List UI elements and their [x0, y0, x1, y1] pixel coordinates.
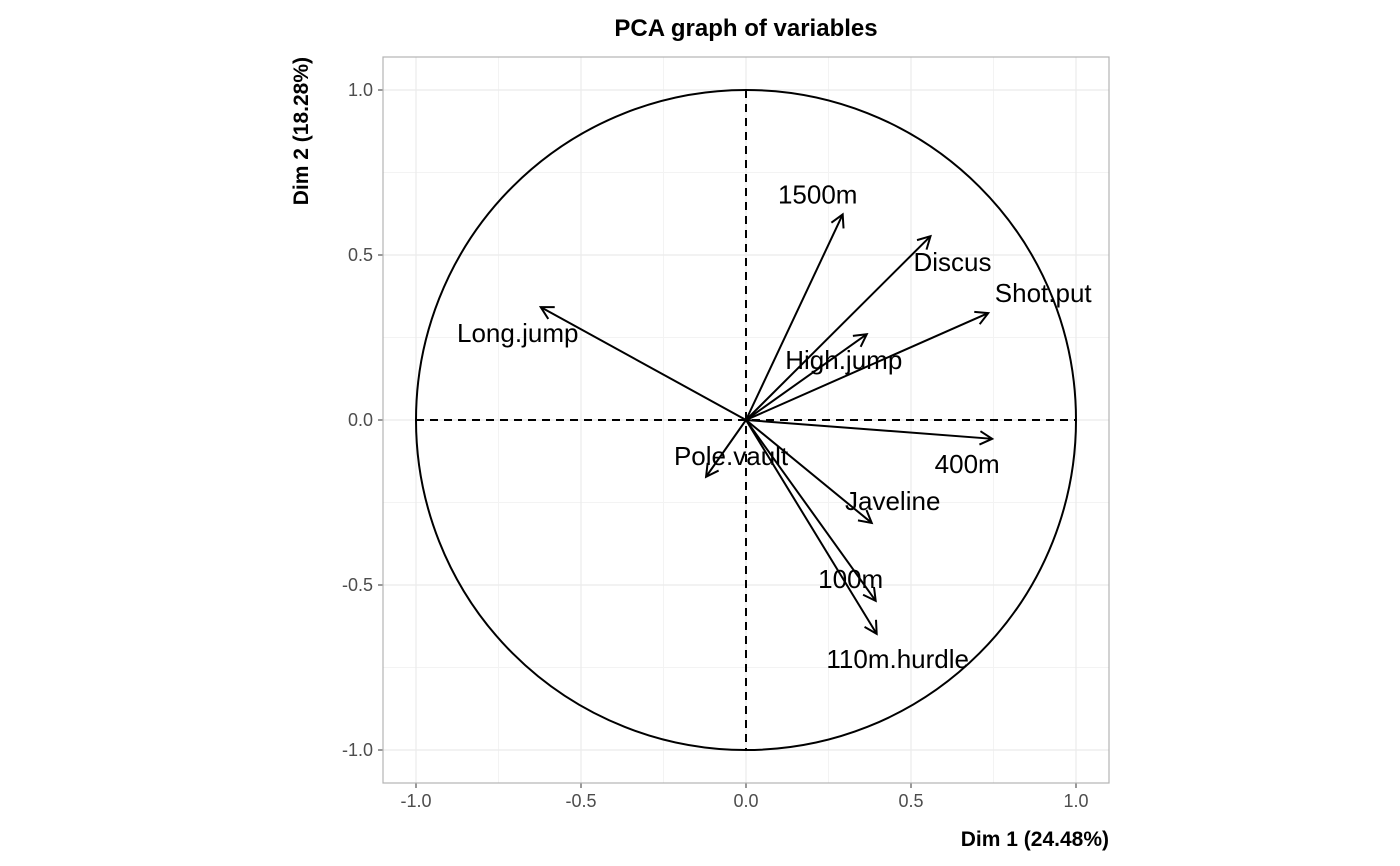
variable-arrow [745, 213, 844, 421]
arrow-head [538, 306, 555, 320]
variable-arrow [745, 419, 877, 602]
x-tick-label: 1.0 [1063, 791, 1088, 811]
x-tick-label: 0.5 [898, 791, 923, 811]
variable-arrow [745, 419, 878, 635]
y-tick-label: 1.0 [348, 80, 373, 100]
y-tick-label: -0.5 [342, 575, 373, 595]
variable-arrow [745, 312, 989, 421]
variable-arrow [705, 419, 747, 478]
x-axis-title: Dim 1 (24.48%) [961, 828, 1109, 851]
arrow-head [862, 586, 877, 603]
variable-label: Javeline [845, 486, 940, 516]
variable-label: Long.jump [457, 318, 578, 348]
variable-arrow [745, 419, 993, 440]
variable-label: Discus [913, 247, 991, 277]
axes: -1.0 -0.5 0.0 0.5 1.0 -1.0 -0.5 0.0 0.5 1.0 [342, 56, 1110, 811]
y-tick-label: 0.5 [348, 245, 373, 265]
arrow-head [852, 332, 869, 348]
variable-label: 1500m [778, 179, 858, 209]
arrow-head [704, 462, 720, 479]
chart-title: PCA graph of variables [614, 15, 877, 42]
variable-label: Pole.vault [674, 441, 789, 471]
variable-label: Shot.put [995, 278, 1093, 308]
variable-arrow [745, 419, 873, 524]
arrow-head [974, 310, 991, 325]
arrow-head [864, 619, 878, 636]
x-tick-label: -1.0 [400, 791, 431, 811]
x-tick-label: 0.0 [733, 791, 758, 811]
variable-label: 100m [818, 564, 883, 594]
arrow-head [979, 430, 995, 446]
x-tick-label: -0.5 [565, 791, 596, 811]
panel-border [382, 56, 1110, 784]
variable-arrow [540, 306, 747, 421]
y-tick-label: -1.0 [342, 740, 373, 760]
arrow-head [916, 234, 932, 250]
arrow-head [830, 212, 845, 229]
variable-label: High.jump [785, 345, 902, 375]
arrow-head [857, 509, 874, 525]
variable-arrow [745, 333, 868, 421]
variable-arrow [745, 235, 932, 421]
y-axis-title: Dim 2 (18.28%) [290, 57, 313, 205]
variable-label: 110m.hurdle [826, 644, 969, 674]
variable-label: 400m [935, 449, 1000, 479]
y-tick-label: 0.0 [348, 410, 373, 430]
